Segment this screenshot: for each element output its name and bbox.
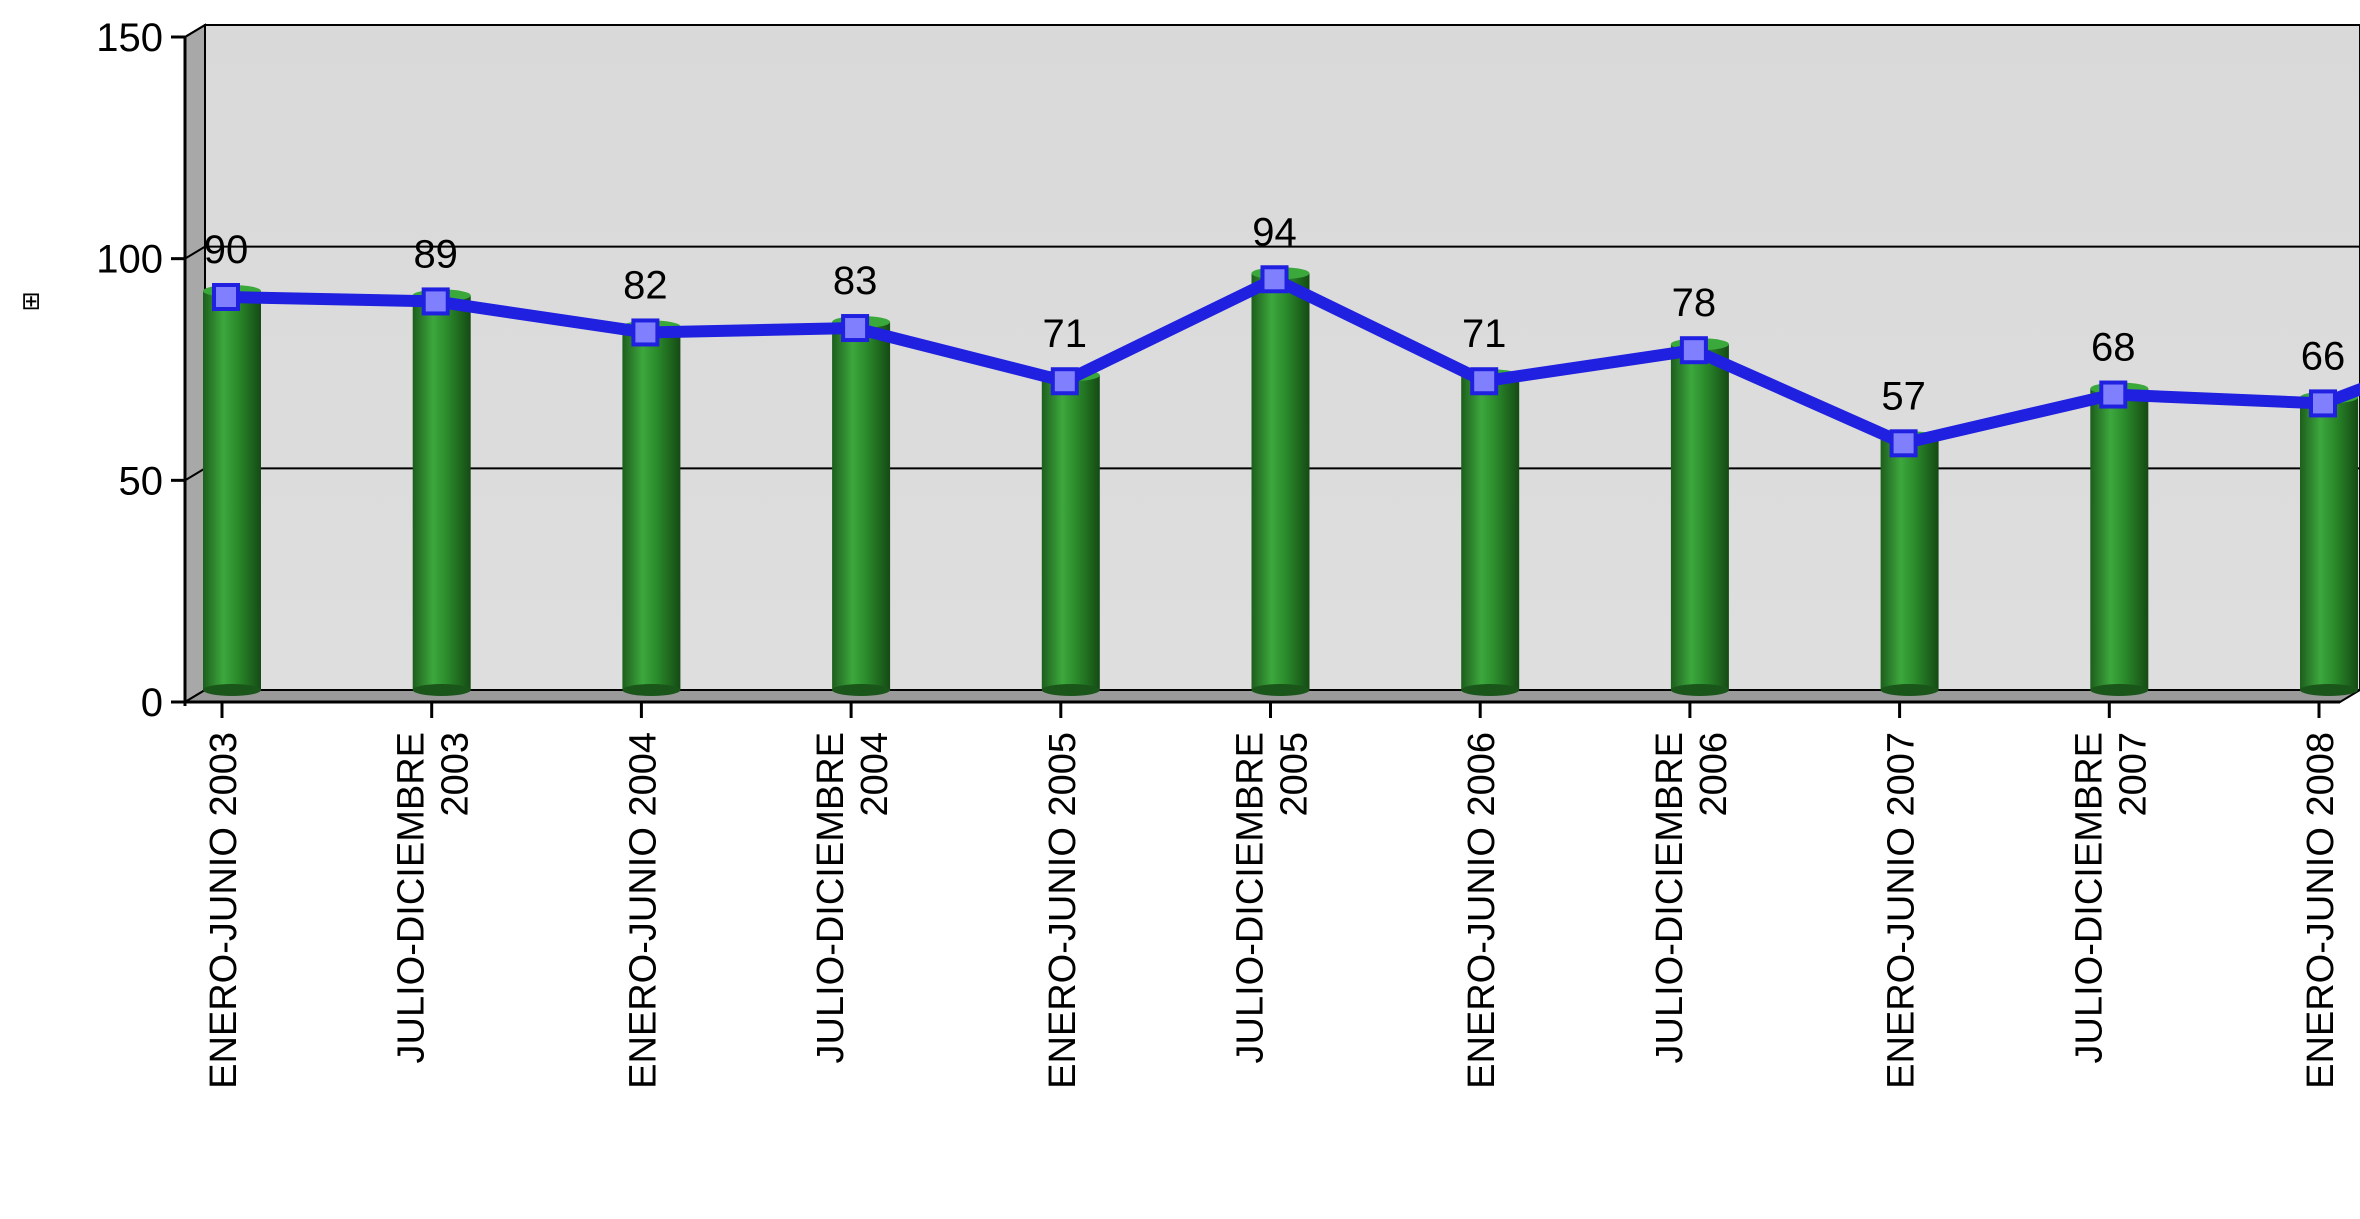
bar (832, 316, 891, 696)
x-tick-label-line: ENERO-JUNIO 2008 (2300, 732, 2342, 1089)
bar-base (832, 684, 891, 696)
bar-base (203, 684, 261, 696)
x-tick-label: JULIO-DICIEMBRE 2005 (1230, 732, 1316, 1063)
x-tick-label-line: 2004 (854, 732, 896, 817)
bar (2090, 382, 2149, 696)
x-tick-label-line: 2005 (1274, 732, 1316, 817)
data-label: 82 (623, 263, 668, 307)
axes: 0 50 100 150 (96, 16, 2340, 725)
x-tick-label: JULIO-DICIEMBRE 2007 (2068, 732, 2154, 1063)
x-tick-label: JULIO-DICIEMBRE 2006 (1649, 732, 1735, 1063)
line-marker (1889, 429, 1918, 458)
plus-box-icon[interactable]: ⊞ (20, 287, 42, 315)
line-marker (1470, 367, 1499, 396)
bar-base (2090, 684, 2149, 696)
bar (1461, 369, 1520, 696)
data-label: 94 (1252, 210, 1297, 254)
x-tick-label-line: ENERO-JUNIO 2007 (1881, 732, 1923, 1089)
line-marker (631, 318, 660, 347)
bar (1251, 267, 1310, 696)
category-labels: ENERO-JUNIO 2003 JULIO-DICIEMBRE 2003 ENERO… (203, 732, 2342, 1089)
side-wall (184, 23, 206, 704)
x-tick-label: ENERO-JUNIO 2006 (1461, 732, 1503, 1089)
data-label: 57 (1881, 374, 1926, 418)
x-tick-label: ENERO-JUNIO 2005 (1042, 732, 1084, 1089)
bar-body (1041, 375, 1100, 690)
x-tick-label: ENERO-JUNIO 2007 (1881, 732, 1923, 1089)
data-label: 68 (2091, 326, 2136, 370)
data-label: 83 (833, 259, 878, 303)
bar-base (1251, 684, 1310, 696)
bar-body (622, 326, 681, 690)
line-marker (841, 314, 870, 343)
data-label: 90 (204, 228, 249, 272)
gridline-side (184, 24, 206, 38)
data-label: 71 (1043, 312, 1088, 356)
x-tick-label: ENERO-JUNIO 2004 (622, 732, 664, 1089)
bar (1670, 338, 1729, 696)
gridlines (184, 24, 2360, 482)
bar (412, 289, 471, 696)
x-tick-label-line: ENERO-JUNIO 2003 (203, 732, 245, 1089)
bar-body (203, 291, 261, 690)
line-marker (1679, 336, 1708, 365)
line-marker (2099, 380, 2128, 409)
x-tick-label: JULIO-DICIEMBRE 2003 (391, 732, 477, 1063)
line-marker (1260, 265, 1289, 294)
bar-body (1251, 273, 1310, 690)
bar-base (412, 684, 471, 696)
x-tick-label-line: JULIO-DICIEMBRE (1230, 732, 1272, 1063)
bar-base (2300, 684, 2358, 696)
bar (203, 285, 261, 696)
bar (1880, 431, 1939, 696)
bar-body (2090, 388, 2149, 690)
data-label: 78 (1672, 281, 1717, 325)
x-tick-label: ENERO-JUNIO 2008 (2300, 732, 2342, 1089)
bar (622, 320, 681, 696)
y-tick-label: 150 (96, 16, 163, 60)
bar-body (1670, 344, 1729, 690)
x-tick-label-line: ENERO-JUNIO 2006 (1461, 732, 1503, 1089)
line-marker (212, 283, 240, 311)
x-tick-label-line: JULIO-DICIEMBRE (2068, 732, 2110, 1063)
x-tick-label-line: JULIO-DICIEMBRE (391, 732, 433, 1063)
data-labels: 9089828371947178576866847587729986119111… (204, 210, 2346, 418)
gridline-side (184, 467, 206, 482)
data-label: 71 (1462, 312, 1507, 356)
bar-body (1880, 437, 1939, 690)
line-series (212, 265, 2360, 458)
bar (1041, 369, 1100, 696)
x-tick-label-line: 2003 (435, 732, 477, 817)
bar-body (832, 322, 891, 690)
x-tick-label-line: 2007 (2112, 732, 2154, 817)
x-tick-label-line: ENERO-JUNIO 2005 (1042, 732, 1084, 1089)
bar-body (412, 295, 471, 690)
line-marker (2309, 389, 2337, 418)
bar-series (203, 267, 2358, 696)
bar-base (1041, 684, 1100, 696)
x-tick-label-line: ENERO-JUNIO 2004 (622, 732, 664, 1089)
data-label: 89 (413, 232, 458, 276)
bar-base (1880, 684, 1939, 696)
bar-base (622, 684, 681, 696)
x-tick-label: ENERO-JUNIO 2003 (203, 732, 245, 1089)
bar-base (1461, 684, 1520, 696)
y-tick-label: 0 (141, 681, 163, 725)
bar-body (2300, 397, 2358, 690)
line-marker (421, 287, 450, 316)
bar-body (1461, 375, 1520, 690)
line-marker (1050, 367, 1079, 396)
gridline-side (184, 245, 206, 260)
x-tick-label-line: JULIO-DICIEMBRE (810, 732, 852, 1063)
x-tick-label-line: JULIO-DICIEMBRE (1649, 732, 1691, 1063)
y-tick-label: 100 (96, 238, 163, 282)
y-tick-label: 50 (119, 459, 164, 503)
data-label: 66 (2301, 334, 2346, 378)
x-tick-label-line: 2006 (1693, 732, 1735, 817)
bar-base (1670, 684, 1729, 696)
bar (2300, 391, 2358, 696)
x-tick-label: JULIO-DICIEMBRE 2004 (810, 732, 896, 1063)
